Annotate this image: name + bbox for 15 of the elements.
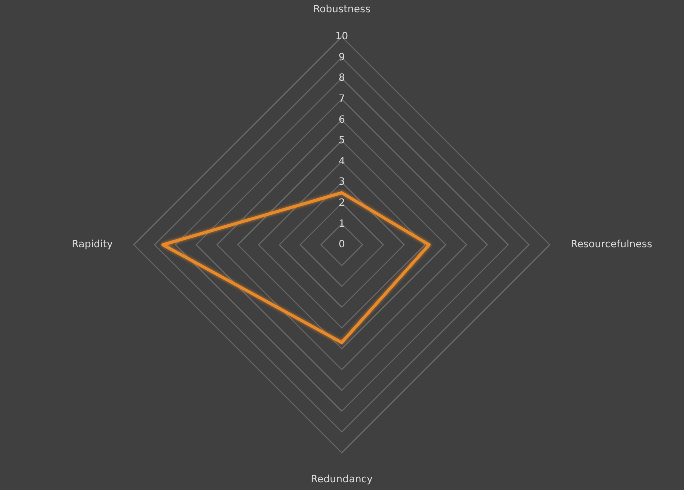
y-tick-label: 3 bbox=[338, 177, 346, 188]
y-tick-label: 8 bbox=[338, 73, 346, 84]
y-tick-label: 6 bbox=[338, 114, 346, 126]
y-tick-label: 5 bbox=[338, 136, 346, 147]
y-tick-label: 2 bbox=[338, 198, 346, 209]
y-tick-label: 4 bbox=[338, 156, 346, 168]
spoke-label: Redundancy bbox=[311, 474, 374, 486]
y-tick-label: 1 bbox=[338, 218, 346, 230]
y-tick-label: 0 bbox=[338, 240, 346, 251]
y-tick-label: 9 bbox=[338, 52, 346, 64]
y-tick-label: 10 bbox=[336, 32, 348, 43]
spoke-label: Resourcefulness bbox=[571, 240, 652, 251]
y-tick-label: 7 bbox=[338, 94, 346, 105]
spoke-label: Robustness bbox=[313, 4, 371, 16]
spoke-label: Rapidity bbox=[72, 240, 114, 251]
